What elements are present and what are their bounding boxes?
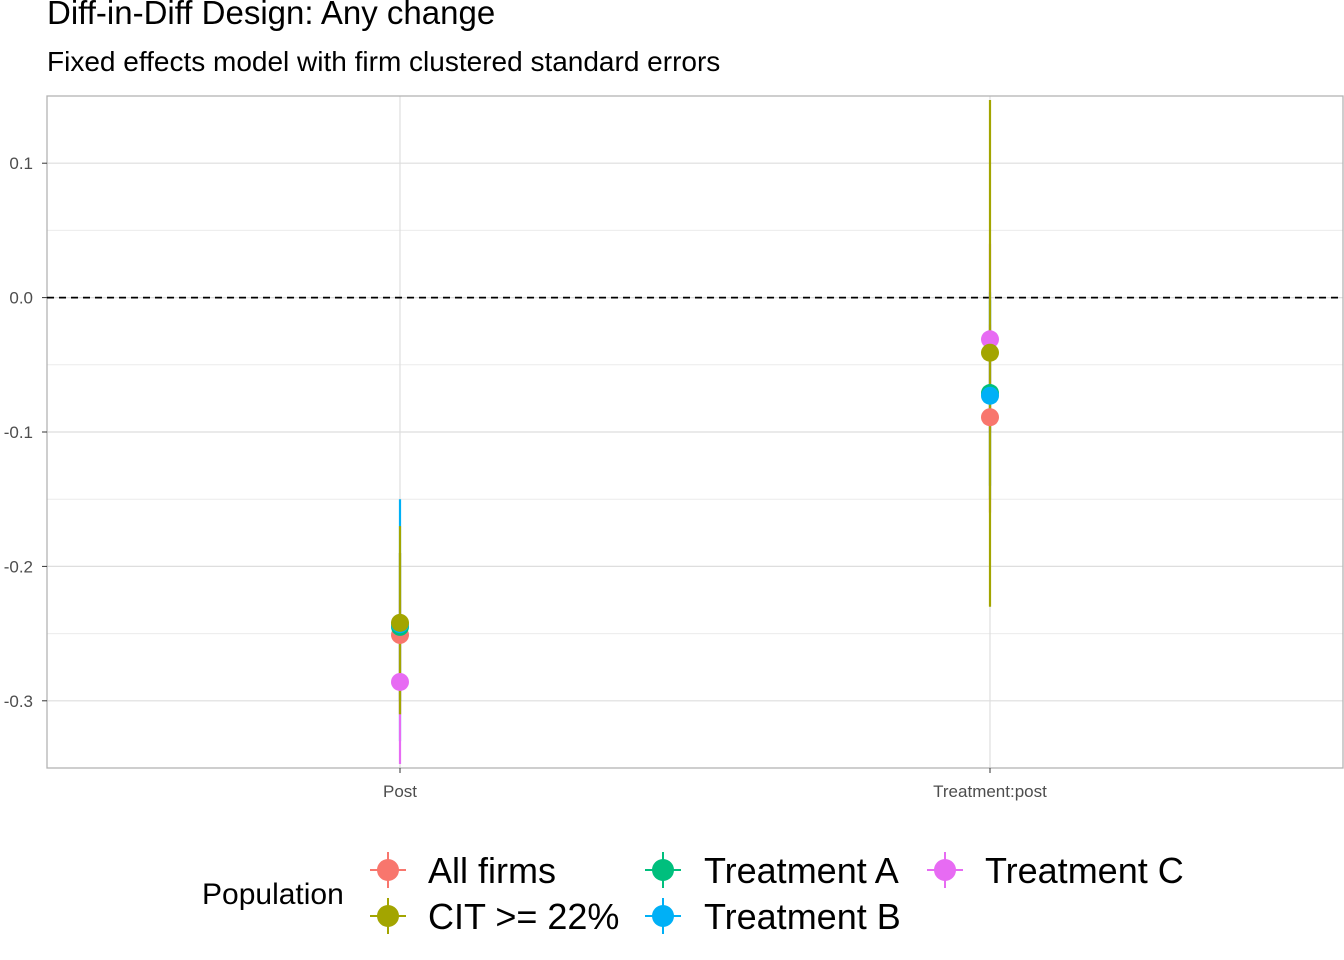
x-tick-label: Post (383, 782, 417, 801)
y-tick-label: -0.3 (4, 692, 33, 711)
coefficient-point (981, 386, 999, 405)
coefficient-point (981, 343, 999, 362)
legend-key-point (934, 859, 956, 881)
legend-label: All firms (428, 850, 556, 891)
legend-title: Population (202, 878, 344, 911)
coefficient-point (391, 672, 409, 691)
legend-label: CIT >= 22% (428, 896, 619, 937)
coefficient-point (981, 330, 999, 349)
legend-key-point (377, 905, 399, 927)
coefficient-point (981, 408, 999, 427)
legend-label: Treatment C (985, 850, 1184, 891)
legend-label: Treatment A (704, 850, 899, 891)
legend-key-point (652, 905, 674, 927)
y-tick-label: -0.2 (4, 557, 33, 576)
legend-label: Treatment B (704, 896, 901, 937)
y-tick-label: 0.0 (9, 289, 33, 308)
coefficient-point (391, 613, 409, 632)
legend-key-point (652, 859, 674, 881)
chart-subtitle: Fixed effects model with firm clustered … (47, 46, 721, 77)
legend-key-point (377, 859, 399, 881)
y-tick-label: -0.1 (4, 423, 33, 442)
chart-title: Diff-in-Diff Design: Any change (47, 0, 496, 31)
x-tick-label: Treatment:post (933, 782, 1047, 801)
y-tick-label: 0.1 (9, 154, 33, 173)
